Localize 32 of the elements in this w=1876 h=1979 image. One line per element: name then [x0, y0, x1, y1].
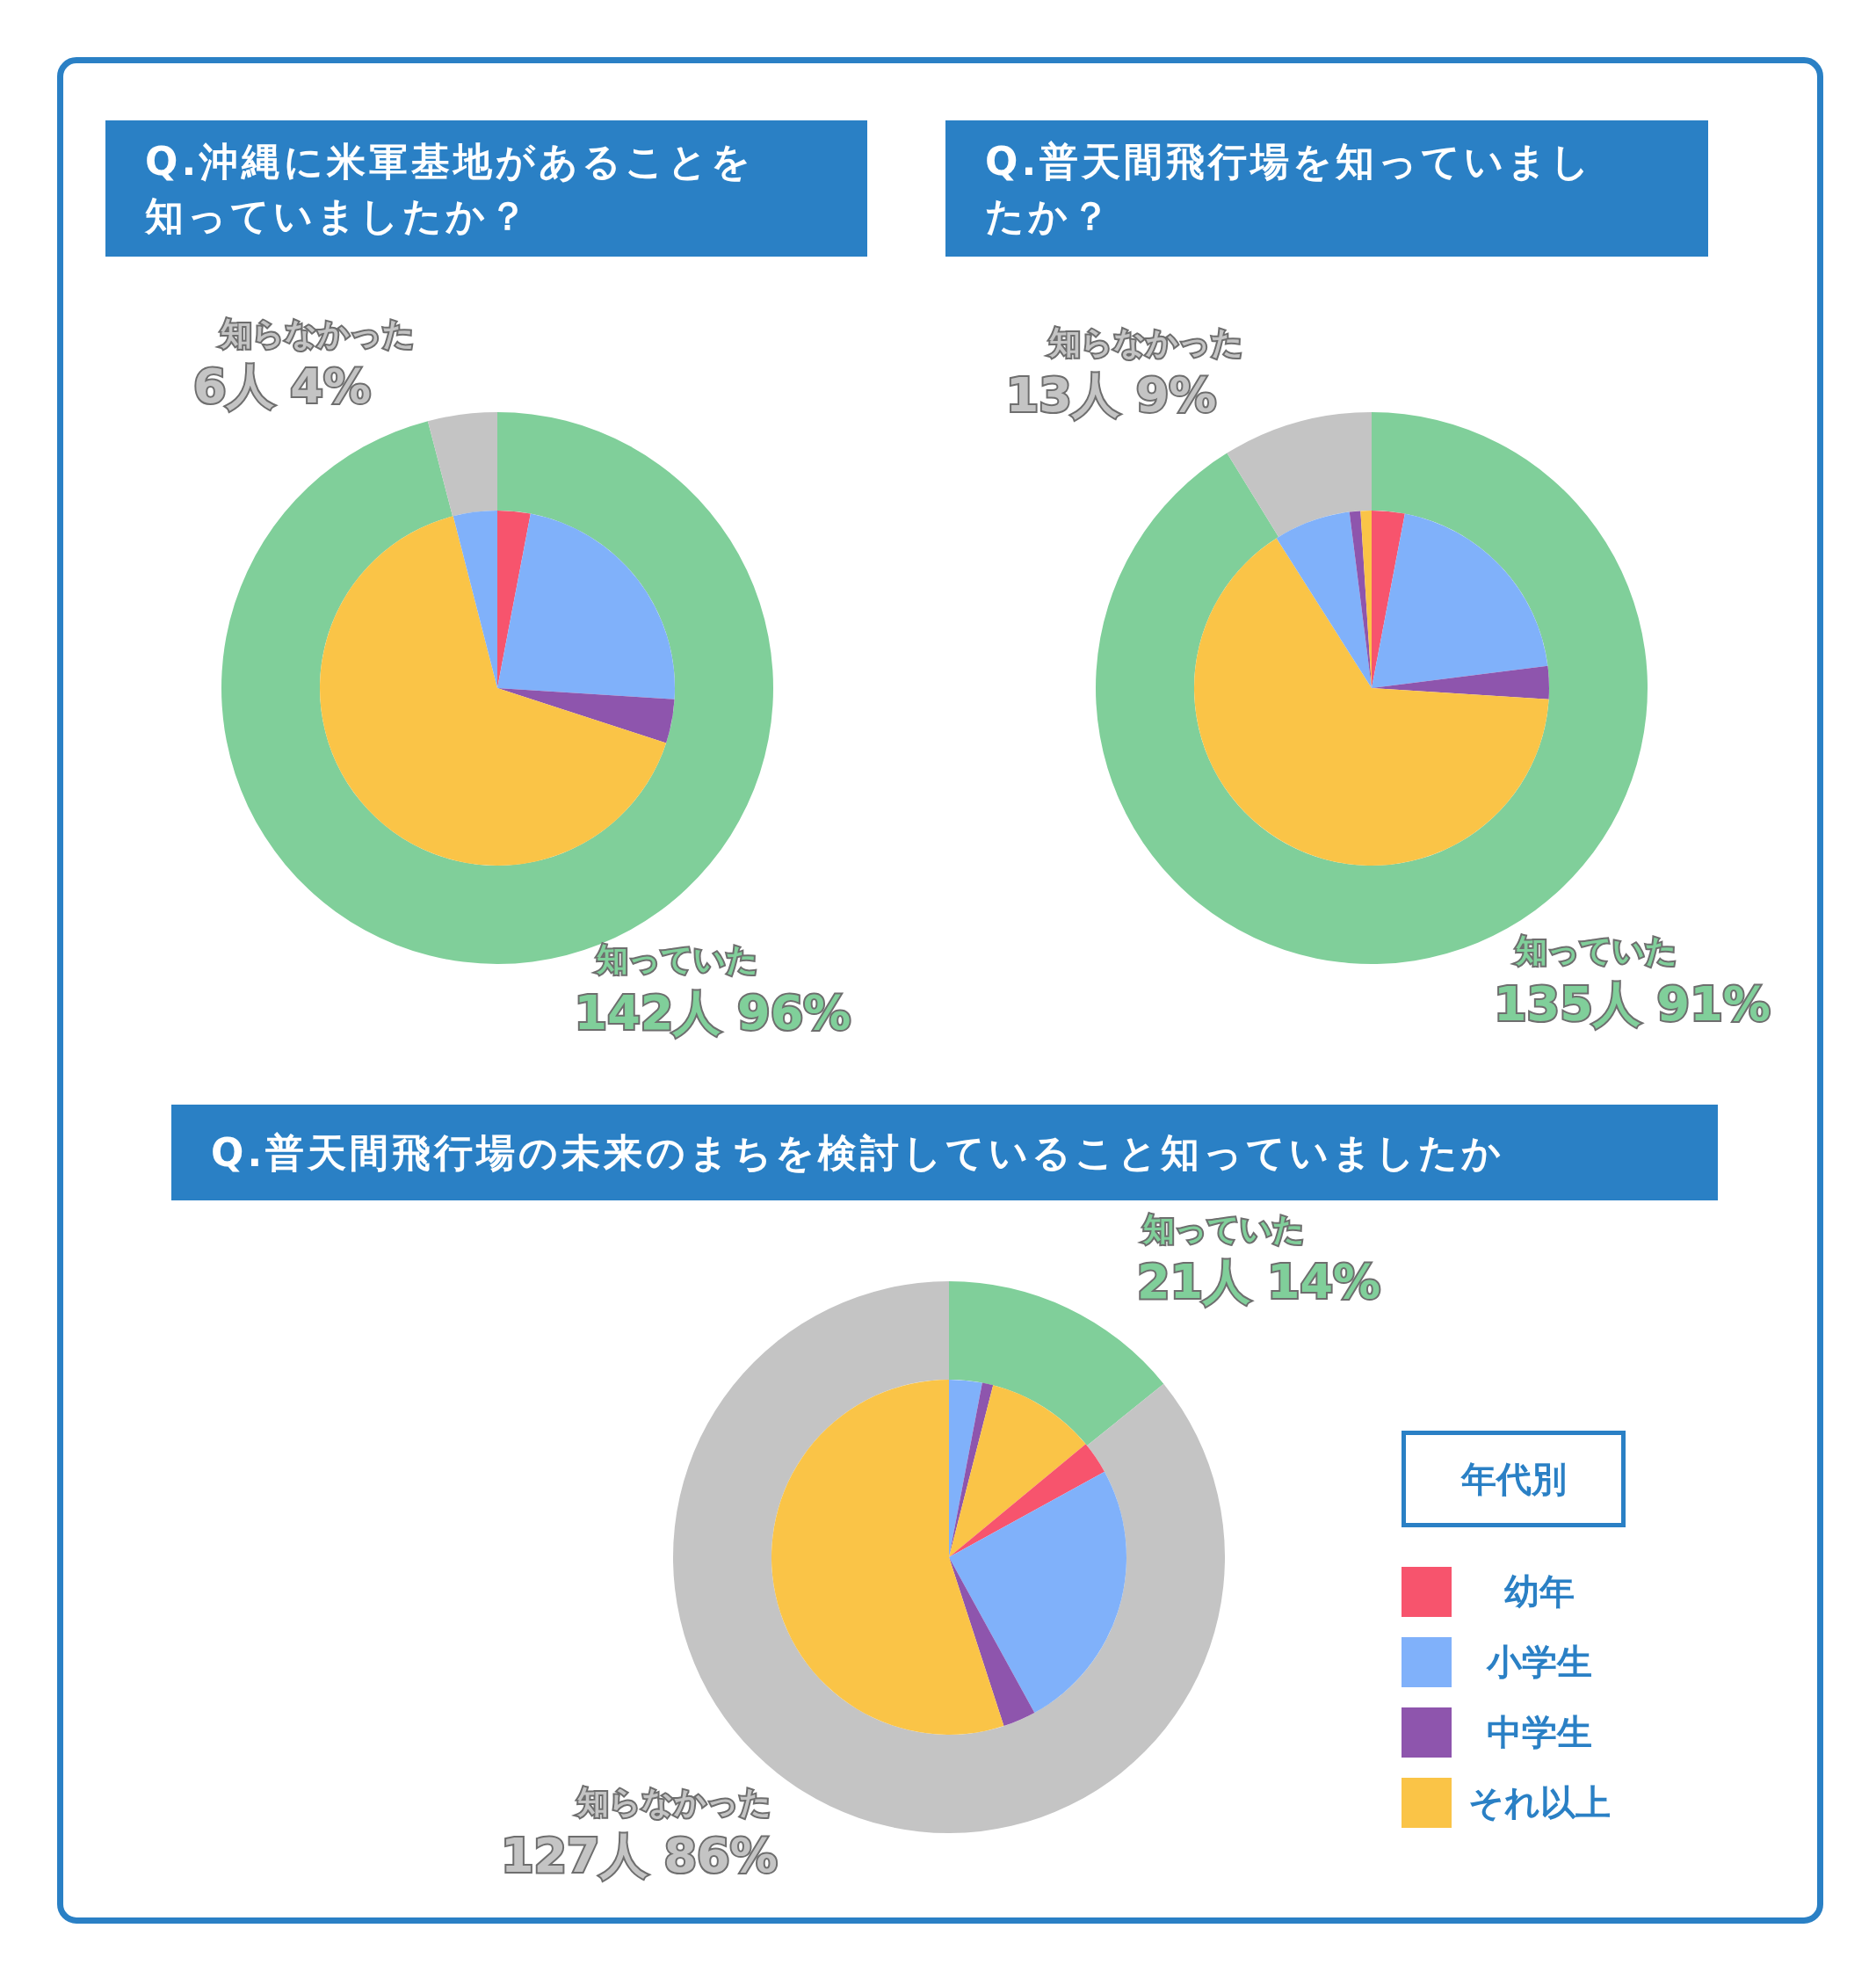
data-label: 127人 86% [500, 1828, 778, 1883]
pie-slice [949, 1382, 994, 1557]
pie-slice [497, 511, 531, 688]
donut-slice [427, 412, 497, 517]
pie-slice [949, 1444, 1105, 1557]
slice-label: 知らなかった [576, 1784, 771, 1821]
slice-label: 知らなかった [219, 315, 415, 352]
pie-slice [949, 1380, 982, 1557]
pie-slice [1194, 538, 1549, 866]
pie-slice [497, 688, 675, 743]
chart-title: Q.普天間飛行場の未来のまちを検討していること知っていましたか [211, 1128, 1505, 1177]
slice-label: 知っていた [1515, 932, 1678, 969]
data-label: 142人 96% [574, 984, 851, 1040]
legend-label: 幼年 [1503, 1570, 1575, 1613]
pie-slice [949, 1471, 1126, 1714]
donut-slice [1227, 412, 1372, 537]
pie-slice [1372, 511, 1405, 688]
data-label: 13人 9% [1005, 367, 1217, 424]
data-label: 6人 4% [193, 359, 372, 415]
chart-title: Q.沖縄に米軍基地があることを知っていましたか？ [145, 137, 756, 240]
slice-label: 知らなかった [1048, 323, 1244, 360]
slice-label: 知っていた [595, 941, 758, 978]
chart-title: Q.普天間飛行場を知っていましたか？ [985, 137, 1595, 240]
legend-label: それ以上 [1467, 1781, 1612, 1824]
pie-slice [949, 1557, 1035, 1727]
legend-title: 年代別 [1402, 1431, 1626, 1527]
legend-label: 中学生 [1486, 1711, 1593, 1754]
data-label: 21人 14% [1137, 1254, 1381, 1310]
pie-slice [320, 516, 667, 866]
data-label: 135人 91% [1494, 976, 1771, 1032]
legend-label: 小学生 [1485, 1641, 1593, 1684]
slice-label: 知っていた [1141, 1210, 1305, 1247]
